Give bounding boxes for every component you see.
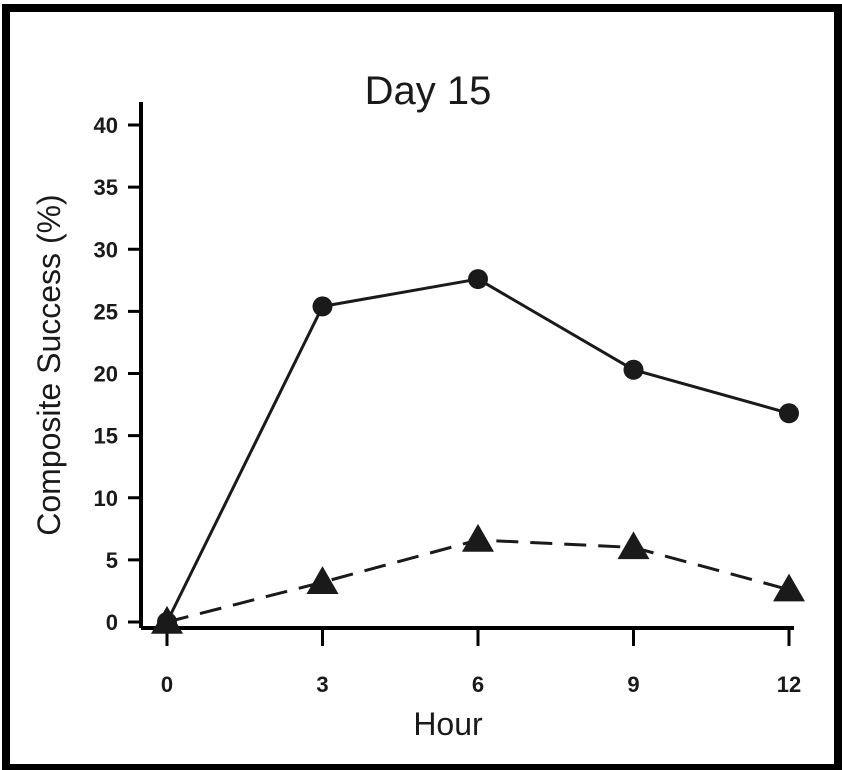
x-tick-label: 12 <box>777 672 801 697</box>
y-tick-label: 30 <box>94 237 118 262</box>
chart-frame <box>2 4 842 770</box>
y-tick-label: 15 <box>94 424 118 449</box>
series-markers <box>151 269 805 634</box>
x-tick-label: 9 <box>627 672 639 697</box>
y-tick-label: 40 <box>94 113 118 138</box>
circle-marker <box>312 296 333 317</box>
x-ticks: 0 3 6 9 12 <box>161 628 801 697</box>
triangle-marker <box>617 531 650 560</box>
x-tick-label: 0 <box>161 672 173 697</box>
y-axis-label: Composite Success (%) <box>31 194 67 535</box>
chart-title: Day 15 <box>365 69 492 113</box>
x-tick-label: 3 <box>316 672 328 697</box>
x-tick-label: 6 <box>472 672 484 697</box>
y-tick-label: 10 <box>94 486 118 511</box>
series-line-2 <box>166 538 790 624</box>
triangle-marker <box>462 523 494 552</box>
x-axis-label: Hour <box>413 706 483 742</box>
y-tick-label: 0 <box>106 610 118 635</box>
y-tick-label: 5 <box>106 548 118 573</box>
y-tick-label: 35 <box>94 175 118 200</box>
circle-marker <box>779 403 799 424</box>
y-ticks: 0 5 10 15 20 25 30 35 40 <box>94 113 141 635</box>
triangle-marker <box>151 605 183 634</box>
series-line-1 <box>165 277 790 623</box>
triangle-marker <box>773 573 805 602</box>
triangle-marker <box>306 566 339 594</box>
series-lines <box>165 277 790 624</box>
y-tick-label: 25 <box>94 299 118 324</box>
circle-marker <box>468 269 488 290</box>
circle-marker <box>623 359 644 380</box>
y-tick-label: 20 <box>94 362 118 387</box>
